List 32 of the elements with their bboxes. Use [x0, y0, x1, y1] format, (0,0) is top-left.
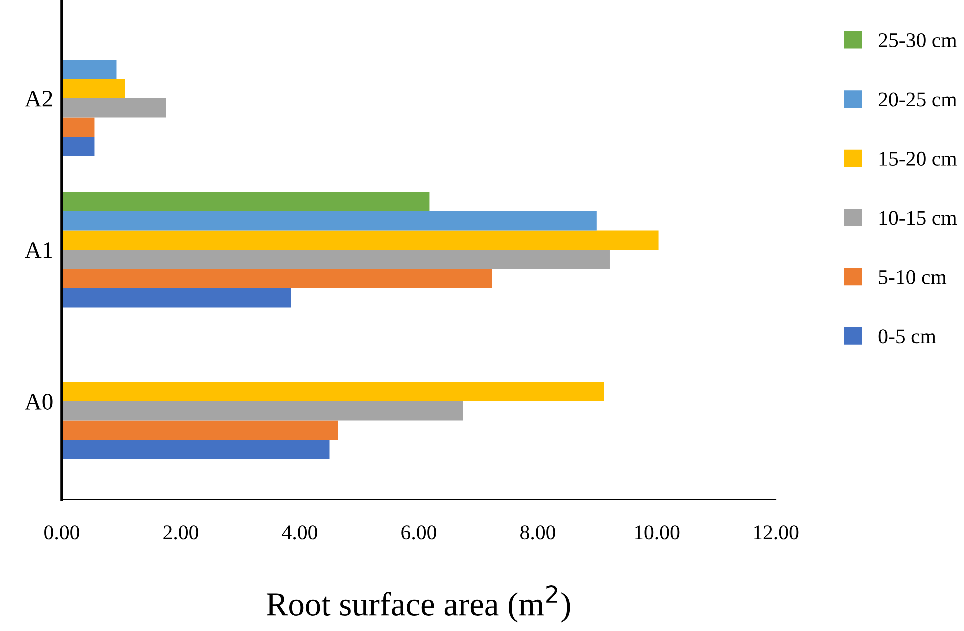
legend-label: 15-20 cm [880, 152, 957, 166]
bar [62, 440, 330, 460]
y-tick-label: A0 [25, 394, 53, 410]
x-tick-label: 2.00 [164, 526, 198, 540]
bar [62, 250, 610, 270]
y-tick-label: A2 [25, 91, 52, 107]
x-tick-label: 0.00 [44, 526, 80, 540]
bar [62, 212, 597, 231]
x-tick-label: 6.00 [402, 526, 436, 540]
x-tick-label: 12.00 [754, 526, 799, 540]
bar [62, 402, 464, 421]
y-tick-label: A1 [25, 242, 52, 258]
bar [62, 288, 292, 308]
bar [62, 269, 492, 288]
x-tick-label: 8.00 [520, 526, 556, 540]
legend-label: 25-30 cm [878, 33, 957, 48]
bar [62, 60, 117, 80]
bar [62, 230, 659, 250]
bar [62, 79, 126, 98]
bar [62, 118, 95, 137]
bar [62, 420, 338, 440]
legend-label: 5-10 cm [879, 270, 947, 284]
bar [62, 136, 95, 156]
legend-label: 10-15 cm [880, 211, 957, 226]
legend-label: 0-5 cm [878, 330, 936, 344]
legend-label: 20-25 cm [878, 92, 957, 107]
bar [62, 382, 604, 402]
bar [62, 192, 430, 212]
bar [62, 98, 166, 118]
x-tick-label: 10.00 [635, 526, 680, 540]
x-axis-title: Root surface area (m$^{2}$) [266, 586, 570, 623]
x-tick-label: 4.00 [282, 526, 318, 540]
